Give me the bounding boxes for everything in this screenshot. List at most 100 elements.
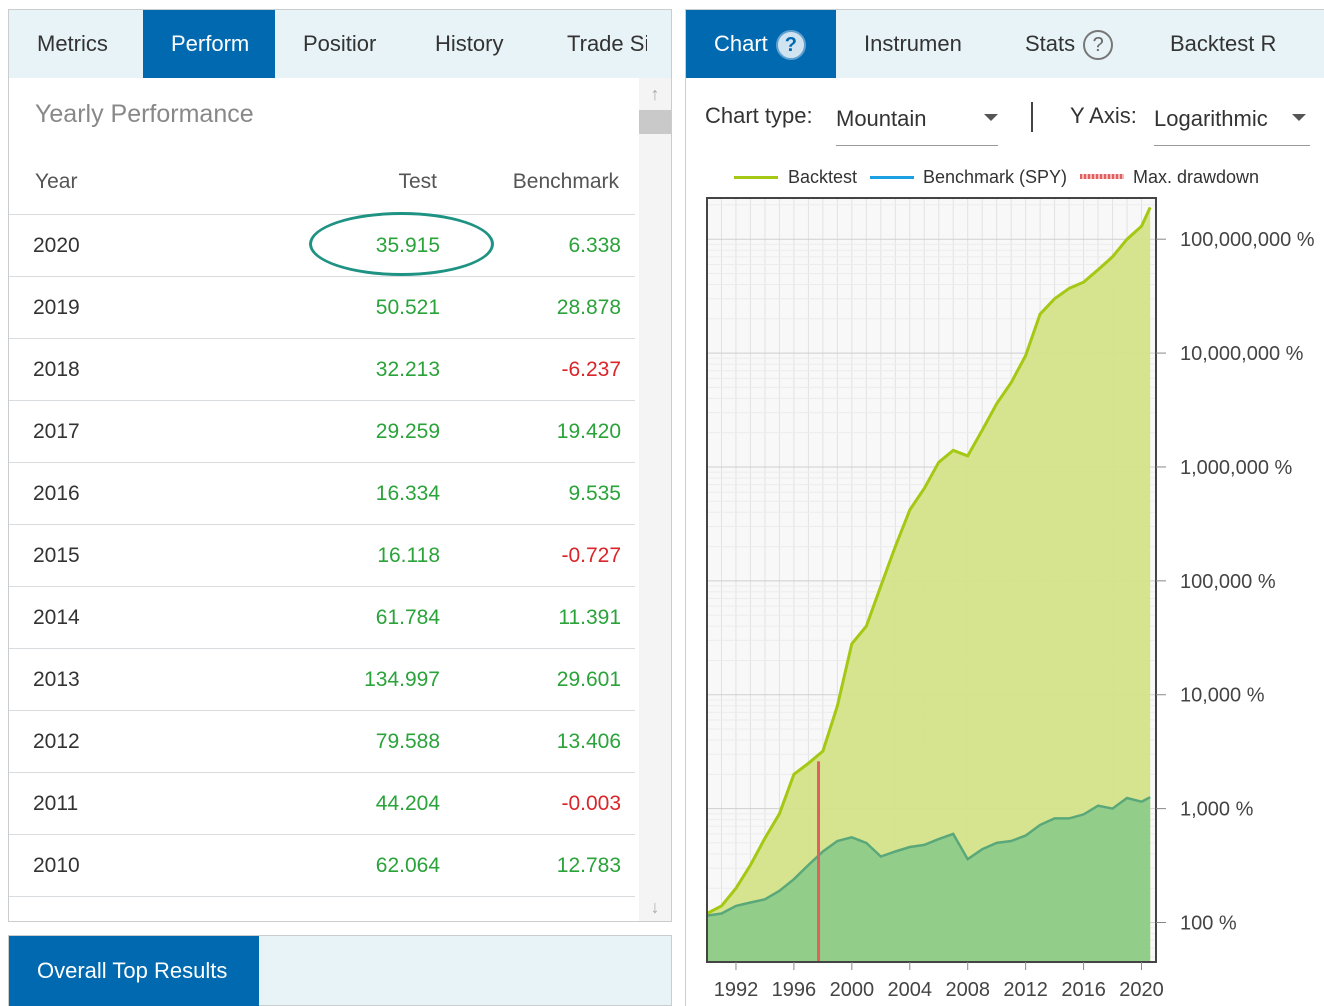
tab-performance[interactable]: Perform	[143, 10, 275, 78]
benchmark-line	[706, 796, 1151, 917]
cell-benchmark: 13.406	[556, 730, 621, 753]
cell-year: 2010	[33, 854, 80, 877]
cell-benchmark: 19.420	[556, 420, 621, 443]
cell-year: 2020	[33, 234, 80, 257]
tab-stats-label: Stats	[1025, 31, 1076, 56]
x-tick-label: 2008	[945, 979, 990, 1001]
cell-benchmark: 6.338	[568, 234, 621, 257]
tab-metrics[interactable]: Metrics	[37, 31, 108, 56]
cell-test: 61.784	[375, 606, 440, 629]
highlight-annotation	[309, 212, 494, 276]
cell-year: 2013	[33, 668, 80, 691]
cell-year: 2019	[33, 296, 80, 319]
legend-drawdown[interactable]: Max. drawdown	[1133, 167, 1260, 187]
tab-overall-top-results[interactable]: Overall Top Results	[9, 936, 259, 1006]
legend-benchmark[interactable]: Benchmark (SPY)	[923, 167, 1068, 187]
table-row[interactable]: 2019 50.521 28.878	[9, 276, 635, 338]
help-icon[interactable]: ?	[1083, 30, 1114, 61]
table-row[interactable]: 2014 61.784 11.391	[9, 586, 635, 648]
x-tick-label: 2004	[888, 979, 933, 1001]
x-tick-label: 1992	[714, 979, 759, 1001]
table-row[interactable]: 2010 62.064 12.783	[9, 834, 635, 896]
y-tick-label: 1,000 %	[1180, 799, 1254, 821]
tab-positions[interactable]: Positior	[303, 31, 377, 56]
performance-chart[interactable]: 100 % 1,000 % 10,000 % 100,000 % 1,000,000 %…	[686, 190, 1324, 1006]
tab-backtest-results[interactable]: Backtest R	[1170, 31, 1277, 56]
cell-benchmark: 12.783	[556, 854, 621, 877]
backtest-line	[706, 206, 1152, 915]
y-axis-value: Logarithmic	[1154, 106, 1268, 131]
column-header-year[interactable]: Year	[35, 170, 78, 193]
x-tick-label: 2020	[1119, 979, 1164, 1001]
left-tabbar: Metrics Perform Positior History Trade S…	[9, 10, 671, 78]
right-tabbar: Chart? Instrumen Stats? Backtest R	[686, 10, 1324, 78]
bottom-panel: Overall Top Results	[8, 935, 672, 1006]
y-tick-label: 100,000 %	[1180, 571, 1276, 593]
x-tick-label: 1996	[772, 979, 817, 1001]
table-row[interactable]: 2012 79.588 13.406	[9, 710, 635, 772]
cell-benchmark: -0.003	[561, 792, 621, 815]
table-row[interactable]: 2011 44.204 -0.003	[9, 772, 635, 834]
legend-drawdown-swatch	[1080, 174, 1124, 179]
table-row[interactable]: 2017 29.259 19.420	[9, 400, 635, 462]
tab-instruments[interactable]: Instrumen	[864, 31, 962, 56]
tab-stats[interactable]: Stats?	[1025, 10, 1145, 78]
chart-type-label: Chart type:	[705, 103, 813, 128]
cell-benchmark: -6.237	[561, 358, 621, 381]
cell-year: 2016	[33, 482, 80, 505]
legend-backtest-swatch	[734, 176, 778, 179]
cell-test: 16.334	[375, 482, 440, 505]
vertical-scrollbar[interactable]: ↑ ↓	[639, 78, 671, 921]
chart-type-select[interactable]: Mountain	[836, 102, 998, 146]
y-axis-label: Y Axis:	[1070, 103, 1137, 128]
table-row[interactable]: 2018 32.213 -6.237	[9, 338, 635, 400]
chevron-down-icon	[1292, 114, 1306, 121]
cell-benchmark: 29.601	[556, 668, 621, 691]
x-tick-label: 2016	[1061, 979, 1106, 1001]
tab-chart-label: Chart	[714, 31, 768, 56]
y-tick-label: 10,000,000 %	[1180, 343, 1304, 365]
tab-history[interactable]: History	[435, 31, 504, 56]
y-axis-select[interactable]: Logarithmic	[1154, 102, 1310, 146]
chevron-down-icon	[984, 114, 998, 121]
table-row[interactable]: 2016 16.334 9.535	[9, 462, 635, 524]
column-header-benchmark[interactable]: Benchmark	[512, 170, 619, 193]
cell-test: 16.118	[377, 544, 440, 567]
cell-year: 2018	[33, 358, 80, 381]
cell-benchmark: 11.391	[558, 606, 621, 629]
table-row[interactable]: 2013 134.997 29.601	[9, 648, 635, 710]
x-tick-label: 2000	[830, 979, 875, 1001]
cell-year: 2017	[33, 420, 80, 443]
cell-benchmark: 28.878	[556, 296, 621, 319]
tab-trade-signals[interactable]: Trade Si	[567, 31, 647, 56]
chart-type-value: Mountain	[836, 106, 927, 131]
y-tick-label: 100,000,000 %	[1180, 229, 1315, 251]
plot-border	[706, 197, 1157, 963]
cell-test: 134.997	[364, 668, 440, 691]
scrollbar-thumb[interactable]	[639, 110, 671, 134]
cell-year: 2012	[33, 730, 80, 753]
cell-benchmark: -0.727	[561, 544, 621, 567]
cell-test: 32.213	[375, 358, 440, 381]
cell-test: 62.064	[375, 854, 440, 877]
legend-benchmark-swatch	[870, 176, 914, 179]
cell-year: 2014	[33, 606, 80, 629]
arrow-up-icon[interactable]: ↑	[650, 84, 660, 104]
cell-test: 79.588	[375, 730, 440, 753]
tab-chart[interactable]: Chart?	[686, 10, 836, 78]
section-title: Yearly Performance	[35, 100, 254, 128]
x-tick-label: 2012	[1003, 979, 1048, 1001]
y-tick-label: 1,000,000 %	[1180, 457, 1293, 479]
table-row[interactable]: 2015 16.118 -0.727	[9, 524, 635, 586]
table-row-partial	[9, 896, 635, 916]
performance-panel: Metrics Perform Positior History Trade S…	[8, 9, 672, 922]
arrow-down-icon[interactable]: ↓	[650, 897, 660, 917]
column-header-test[interactable]: Test	[398, 170, 437, 193]
cell-year: 2011	[33, 792, 79, 815]
cell-test: 29.259	[375, 420, 440, 443]
legend-backtest[interactable]: Backtest	[788, 167, 858, 187]
toolbar-divider	[1031, 102, 1033, 132]
help-icon[interactable]: ?	[775, 30, 806, 61]
y-tick-label: 100 %	[1180, 913, 1237, 935]
chart-panel: Chart? Instrumen Stats? Backtest R Chart…	[685, 9, 1324, 1006]
